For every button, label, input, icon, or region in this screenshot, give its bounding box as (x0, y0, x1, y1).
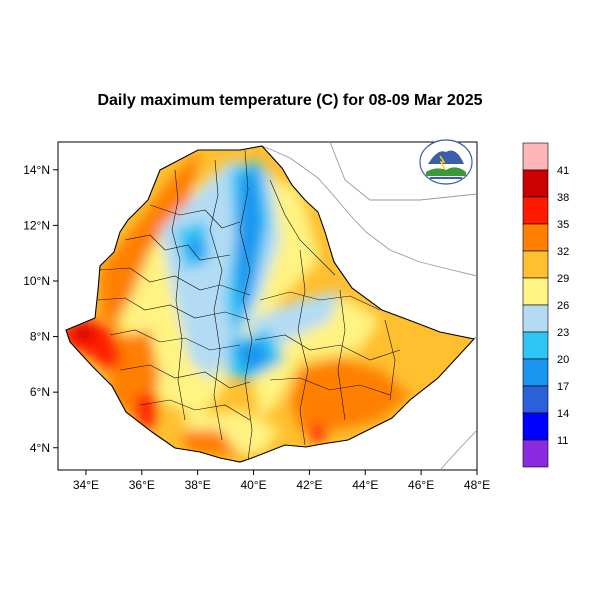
colorbar-swatch (522, 142, 549, 171)
colorbar-swatch (522, 412, 549, 441)
x-tick-label: 34°E (73, 478, 99, 492)
x-axis: 34°E 36°E 38°E 40°E 42°E 44°E 46°E 48°E (73, 470, 490, 492)
ethiopian-meteorology-institute-logo (419, 139, 473, 185)
colorbar-label: 26 (557, 300, 569, 312)
colorbar-label: 38 (557, 192, 569, 204)
colorbar-swatch (522, 223, 549, 252)
y-tick-label: 14°N (23, 163, 50, 177)
colorbar-label: 11 (557, 435, 568, 447)
colorbar-label: 32 (557, 246, 569, 258)
colorbar-swatch (522, 439, 549, 468)
x-tick-label: 42°E (296, 478, 322, 492)
x-tick-label: 44°E (352, 478, 378, 492)
x-tick-label: 46°E (408, 478, 434, 492)
colorbar-swatch (522, 250, 549, 279)
y-tick-label: 8°N (30, 330, 50, 344)
colorbar-swatch (522, 385, 549, 414)
colorbar-label: 41 (557, 165, 569, 177)
y-tick-label: 12°N (23, 218, 50, 232)
colorbar-swatch (522, 304, 549, 333)
admin-boundaries (97, 149, 401, 461)
colorbar-swatch (522, 169, 549, 198)
colorbar-label: 35 (557, 219, 569, 231)
map-title: Daily maximum temperature (C) for 08-09 … (97, 92, 483, 109)
colorbar-swatch (522, 277, 549, 306)
neighbour-borders (261, 141, 478, 471)
colorbar-label: 14 (557, 408, 569, 420)
colorbar-label: 20 (557, 354, 569, 366)
x-tick-label: 38°E (185, 478, 211, 492)
y-tick-label: 10°N (23, 274, 50, 288)
y-tick-label: 4°N (30, 441, 50, 455)
colorbar-label: 23 (557, 327, 569, 339)
colorbar-label: 29 (557, 273, 569, 285)
colorbar-swatch (522, 358, 549, 387)
x-tick-label: 36°E (129, 478, 155, 492)
x-tick-label: 40°E (240, 478, 266, 492)
x-tick-label: 48°E (464, 478, 490, 492)
y-axis: 14°N 12°N 10°N 8°N 6°N 4°N (23, 163, 58, 455)
colorbar-label: 17 (557, 381, 569, 393)
colorbar-swatch (522, 196, 549, 225)
colorbar-swatch (522, 331, 549, 360)
y-tick-label: 6°N (30, 385, 50, 399)
colorbar: 41 38 35 32 29 26 23 20 17 14 11 (522, 142, 569, 468)
